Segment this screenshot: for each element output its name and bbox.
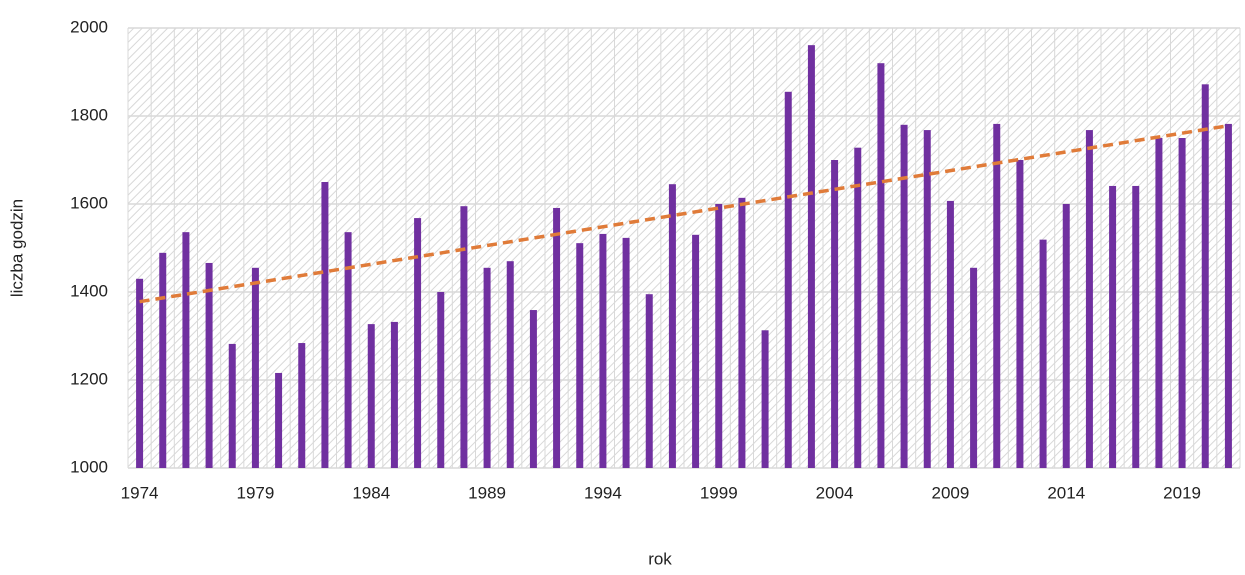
- x-tick-label: 1984: [352, 483, 390, 502]
- bar: [136, 278, 144, 468]
- bar: [506, 261, 514, 468]
- bar: [970, 267, 978, 468]
- bar: [483, 267, 491, 468]
- bar: [321, 182, 329, 468]
- y-axis-title: liczba godzin: [7, 199, 26, 297]
- x-tick-label: 1994: [584, 483, 622, 502]
- bar: [645, 294, 653, 468]
- bar: [298, 343, 306, 468]
- y-tick-label: 1200: [70, 369, 108, 388]
- x-tick-label: 2004: [816, 483, 854, 502]
- bar: [460, 206, 468, 468]
- bar: [1201, 84, 1209, 468]
- bar: [1155, 138, 1163, 468]
- bar: [1132, 185, 1140, 468]
- bar: [275, 372, 283, 468]
- bar: [877, 63, 885, 468]
- bar: [205, 262, 213, 468]
- bar: [738, 197, 746, 468]
- x-tick-label: 1999: [700, 483, 738, 502]
- bar: [529, 310, 537, 468]
- y-tick-label: 1000: [70, 457, 108, 476]
- x-tick-label: 2014: [1047, 483, 1085, 502]
- bar: [437, 292, 445, 468]
- bar: [367, 324, 375, 468]
- bar: [1062, 204, 1070, 468]
- bar: [715, 204, 723, 468]
- x-tick-label: 2009: [932, 483, 970, 502]
- bar: [831, 160, 839, 468]
- bar: [784, 91, 792, 469]
- x-axis-title: rok: [648, 549, 672, 568]
- bar: [1224, 123, 1232, 469]
- bar: [622, 237, 630, 468]
- bar: [923, 130, 931, 468]
- x-tick-label: 1989: [468, 483, 506, 502]
- bar: [946, 200, 954, 469]
- y-tick-label: 1400: [70, 281, 108, 300]
- bar: [692, 234, 700, 468]
- bar: [668, 184, 676, 468]
- bar: [854, 147, 862, 468]
- bar: [251, 267, 259, 468]
- bar: [344, 232, 352, 468]
- x-tick-label: 2019: [1163, 483, 1201, 502]
- bar: [807, 45, 815, 468]
- bar: [576, 243, 584, 468]
- bar: [228, 343, 236, 468]
- bar: [993, 123, 1001, 469]
- y-tick-label: 1600: [70, 193, 108, 212]
- bar: [1016, 160, 1024, 468]
- x-tick-label: 1974: [121, 483, 159, 502]
- bar: [182, 232, 190, 468]
- trend-line: [139, 123, 1229, 304]
- bar: [599, 233, 607, 468]
- bar: [1178, 138, 1186, 468]
- bar: [1085, 130, 1093, 468]
- bar: [390, 321, 398, 468]
- y-tick-label: 1800: [70, 105, 108, 124]
- bar: [553, 207, 561, 468]
- bar: [1109, 185, 1117, 468]
- bar: [1039, 239, 1047, 468]
- bar: [900, 124, 908, 469]
- bar: [159, 252, 167, 468]
- x-tick-label: 1979: [237, 483, 275, 502]
- y-tick-label: 2000: [70, 17, 108, 36]
- bar: [414, 218, 422, 468]
- bar: [761, 330, 769, 468]
